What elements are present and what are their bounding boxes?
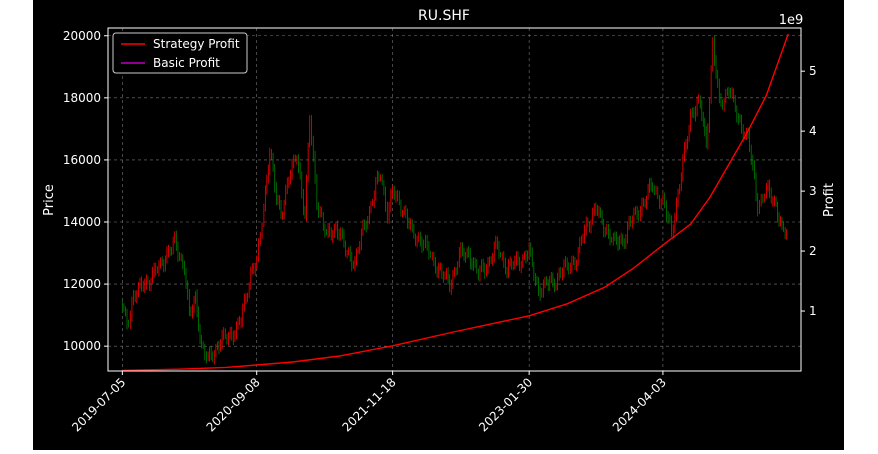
y-axis-left-label: Price [42,184,57,216]
grid-lines [108,28,801,371]
legend-label-basic-profit: Basic Profit [153,56,220,70]
legend-label-strategy-profit: Strategy Profit [153,37,240,51]
y-right-tick-label: 5 [809,64,817,78]
y-left-tick-label: 18000 [63,91,101,105]
chart-title: RU.SHF [418,8,470,24]
y-right-tick-label: 4 [809,124,817,138]
y-right-tick-label: 1 [809,304,817,318]
x-tick-label: 2021-11-18 [340,375,399,434]
chart-svg: RU.SHF 2019-07-05 2020-09-08 2021-11-18 202… [42,8,837,434]
x-axis: 2019-07-05 2020-09-08 2021-11-18 2023-01-30… [69,371,669,434]
x-tick-label: 2019-07-05 [69,375,128,434]
chart-figure: RU.SHF 2019-07-05 2020-09-08 2021-11-18 202… [33,0,844,450]
y-left-tick-label: 14000 [63,215,101,229]
price-candles [121,36,788,365]
y-left-tick-label: 20000 [63,29,101,43]
legend: Strategy Profit Basic Profit [112,32,248,74]
y-left-tick-label: 16000 [63,153,101,167]
y-axis-left: 10000 12000 14000 16000 18000 20000 [63,29,108,353]
plot-frame [107,27,802,372]
x-tick-label: 2023-01-30 [476,375,535,434]
x-tick-label: 2020-09-08 [204,375,263,434]
y-left-tick-label: 12000 [63,277,101,291]
profit-series [122,33,789,372]
x-tick-label: 2024-04-03 [610,375,669,434]
y-right-tick-label: 3 [809,184,817,198]
strategy-profit-line [122,33,789,372]
y-axis-right-label: Profit [822,183,837,217]
y-axis-right-multiplier: 1e9 [779,13,804,28]
y-left-tick-label: 10000 [63,339,101,353]
y-axis-right: 1 2 3 4 5 [801,64,817,318]
y-right-tick-label: 2 [809,244,817,258]
legend-box [112,32,248,74]
